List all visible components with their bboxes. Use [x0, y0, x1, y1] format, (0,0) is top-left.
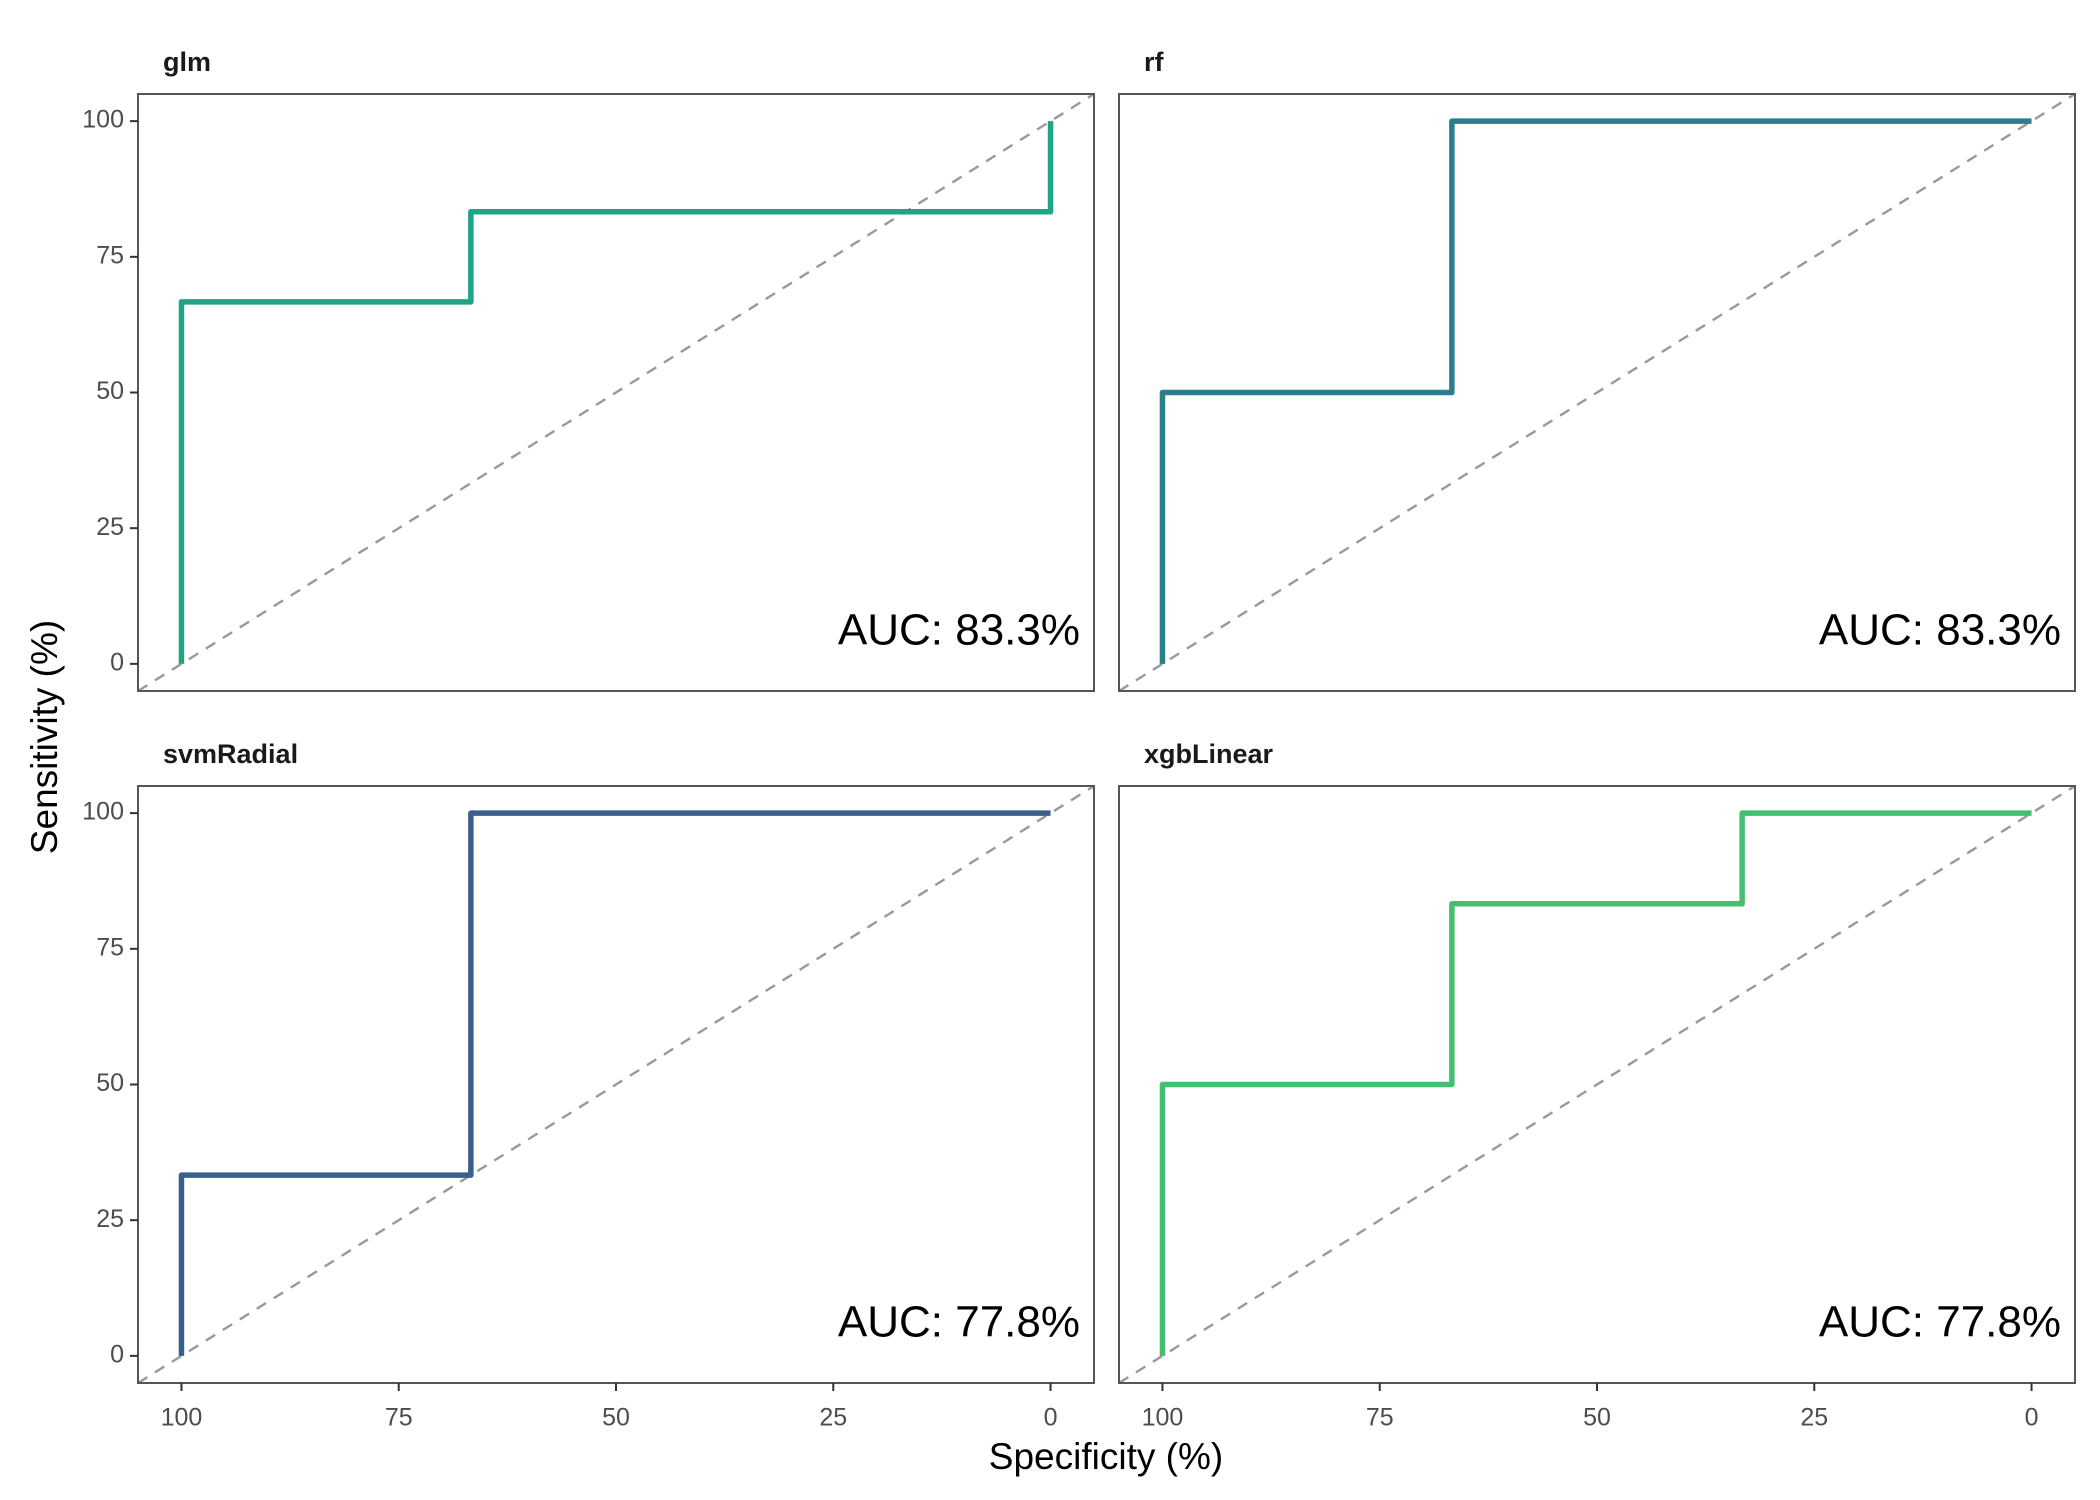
panel-title: glm [163, 47, 211, 77]
panel-border [1118, 93, 2076, 692]
roc-curve [1159, 118, 2032, 664]
reference-diagonal [1118, 92, 2076, 693]
reference-diagonal [137, 92, 1095, 693]
auc-annotation: AUC: 77.8% [838, 1298, 1080, 1347]
roc-curve [178, 810, 1051, 1356]
panel-title: rf [1144, 47, 1165, 77]
y-tick-label: 25 [96, 513, 124, 541]
reference-diagonal [137, 784, 1095, 1385]
x-axis-title: Specificity (%) [989, 1436, 1223, 1477]
y-tick-label: 75 [96, 933, 124, 961]
x-tick-label: 75 [385, 1404, 413, 1432]
reference-diagonal [1118, 784, 2076, 1385]
y-tick-label: 75 [96, 241, 124, 269]
y-tick-label: 50 [96, 377, 124, 405]
panel-title: svmRadial [163, 739, 298, 769]
auc-annotation: AUC: 77.8% [1819, 1298, 2061, 1347]
auc-annotation: AUC: 83.3% [838, 606, 1080, 655]
x-tick-label: 0 [1044, 1404, 1058, 1432]
y-tick-label: 0 [110, 1340, 124, 1368]
roc-curve [1159, 810, 2032, 1356]
y-tick-label: 25 [96, 1205, 124, 1233]
x-tick-label: 75 [1366, 1404, 1394, 1432]
auc-annotation: AUC: 83.3% [1819, 606, 2061, 655]
panel-title: xgbLinear [1144, 739, 1274, 769]
x-tick-label: 25 [819, 1404, 847, 1432]
roc-curve [178, 121, 1054, 664]
x-tick-label: 0 [2025, 1404, 2039, 1432]
y-tick-label: 0 [110, 648, 124, 676]
x-tick-label: 50 [1583, 1404, 1611, 1432]
y-tick-label: 50 [96, 1069, 124, 1097]
x-tick-label: 50 [602, 1404, 630, 1432]
y-tick-label: 100 [82, 798, 124, 826]
y-axis-title: Sensitivity (%) [24, 620, 65, 854]
x-tick-label: 100 [161, 1404, 203, 1432]
x-tick-label: 100 [1142, 1404, 1184, 1432]
y-tick-label: 100 [82, 106, 124, 134]
x-tick-label: 25 [1800, 1404, 1828, 1432]
